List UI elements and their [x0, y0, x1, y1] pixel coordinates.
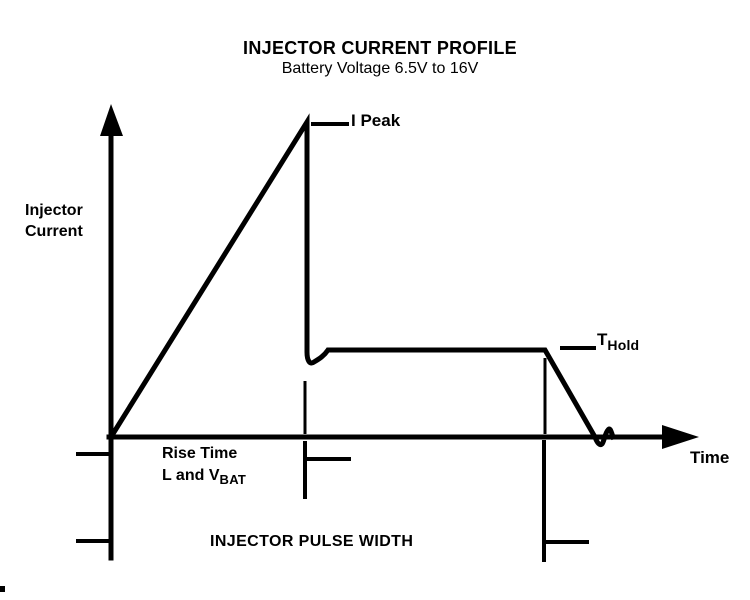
x-axis-label: Time: [690, 448, 730, 467]
current-waveform-trace: [107, 113, 617, 448]
y-axis-label-line2: Current: [25, 223, 83, 240]
rise-time-label: Rise Time: [162, 445, 238, 462]
rise-time-factors-main: L and V: [162, 467, 220, 484]
x-axis-arrowhead-icon: [662, 425, 699, 449]
diagram-subtitle: Battery Voltage 6.5V to 16V: [281, 60, 479, 77]
rise-time-annotation: Rise Time L and VBAT: [162, 443, 246, 491]
y-axis-label-line1: Injector: [25, 202, 83, 219]
hold-label-subscript: Hold: [607, 337, 640, 353]
y-axis-arrowhead-icon: [100, 104, 123, 136]
diagram-title: INJECTOR CURRENT PROFILE: [243, 38, 517, 58]
hold-label-main: T: [597, 330, 608, 349]
vbat-subscript: BAT: [219, 472, 247, 487]
peak-label: I Peak: [351, 111, 401, 130]
pulse-width-label: INJECTOR PULSE WIDTH: [210, 533, 414, 550]
edge-artifact: [0, 586, 5, 592]
y-axis-label: Injector Current: [25, 200, 83, 242]
hold-label: THold: [597, 330, 640, 353]
title-block: INJECTOR CURRENT PROFILE Battery Voltage…: [5, 38, 750, 78]
rise-time-factors: L and VBAT: [162, 465, 246, 491]
